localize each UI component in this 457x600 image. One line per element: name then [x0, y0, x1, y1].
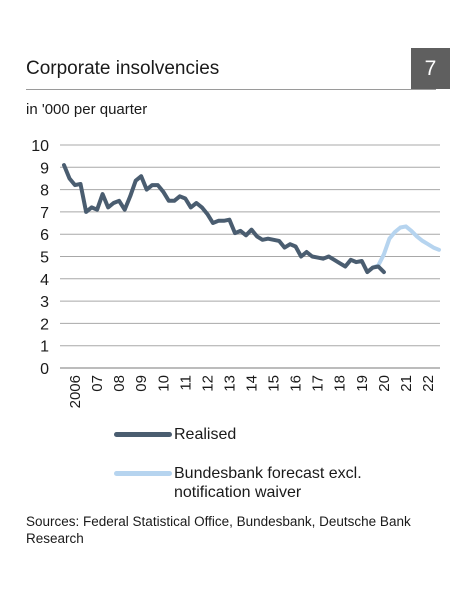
gridlines	[60, 144, 440, 369]
figure-number-badge: 7	[411, 48, 450, 89]
y-tick-label: 3	[40, 294, 49, 311]
source-note: Sources: Federal Statistical Office, Bun…	[26, 514, 411, 546]
y-tick-label: 9	[40, 160, 49, 177]
x-tick-label: 12	[199, 375, 216, 392]
x-tick-label: 18	[332, 375, 349, 392]
y-tick-label: 4	[40, 272, 49, 289]
y-tick-label: 2	[40, 316, 49, 333]
x-tick-label: 09	[133, 375, 150, 392]
series-line-forecast	[370, 224, 441, 270]
x-tick-label: 17	[310, 375, 327, 392]
legend-swatch-realised	[114, 432, 172, 437]
legend-item-realised: Realised	[114, 425, 236, 444]
x-tick-label: 11	[177, 375, 194, 391]
y-tick-label: 6	[40, 227, 49, 244]
legend-label-realised: Realised	[174, 426, 237, 443]
legend-label-forecast: Bundesbank forecast excl. notification w…	[174, 465, 362, 501]
y-tick-label: 1	[40, 339, 49, 356]
series-lines	[62, 163, 441, 275]
x-tick-label: 15	[266, 375, 283, 392]
x-tick-label: 20	[376, 375, 393, 392]
x-tick-labels: 2006 07 08 09 10 11 12 13 14 15 16 17 18 19 20 21 22	[67, 375, 437, 408]
x-tick-label: 16	[288, 375, 305, 392]
x-tick-label: 14	[244, 375, 261, 392]
legend-item-forecast: Bundesbank forecast excl. notification w…	[114, 464, 414, 502]
title-divider	[26, 89, 436, 90]
y-axis-unit-label: in '000 per quarter	[26, 101, 148, 118]
x-tick-label: 21	[398, 375, 415, 392]
x-tick-label: 19	[354, 375, 371, 392]
y-tick-label: 5	[40, 250, 49, 267]
x-tick-label: 2006	[67, 375, 84, 408]
x-tick-label: 08	[111, 375, 128, 392]
y-tick-labels: 0 1 2 3 4 5 6 7 8 9 10	[31, 138, 49, 378]
x-tick-label: 10	[155, 375, 172, 392]
x-tick-label: 13	[221, 375, 238, 392]
series-line-realised	[62, 163, 386, 275]
y-tick-label: 10	[31, 138, 49, 155]
y-tick-label: 8	[40, 183, 49, 200]
x-tick-label: 22	[420, 375, 437, 392]
chart-title: Corporate insolvencies	[26, 58, 220, 79]
legend-swatch-forecast	[114, 471, 172, 476]
y-tick-label: 0	[40, 361, 49, 378]
x-tick-label: 07	[89, 375, 106, 392]
y-tick-label: 7	[40, 205, 49, 222]
